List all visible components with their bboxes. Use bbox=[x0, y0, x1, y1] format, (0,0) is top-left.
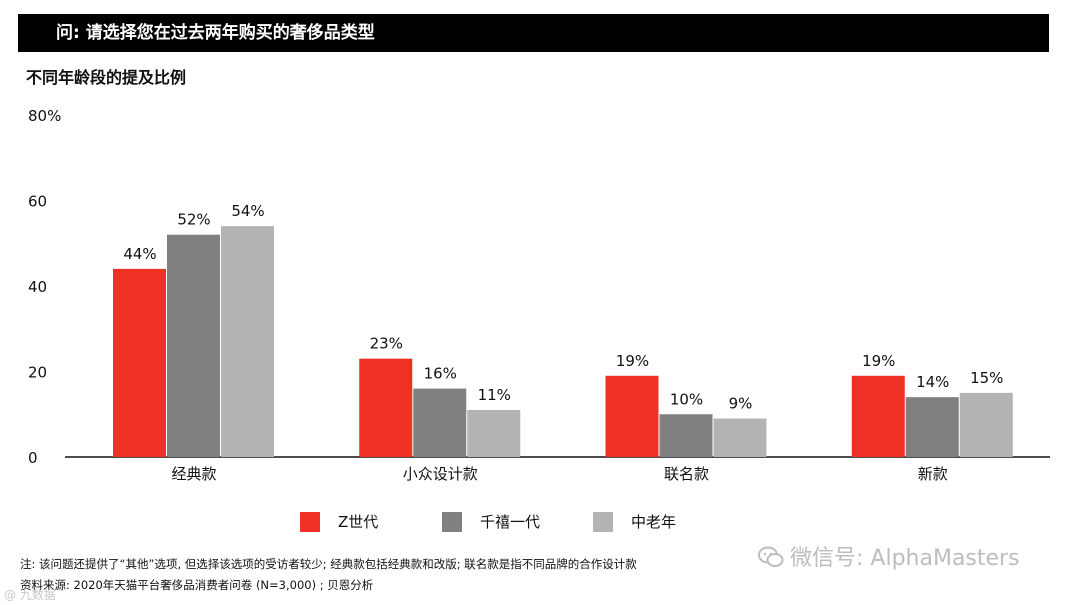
bar bbox=[905, 397, 959, 457]
category-label: 新款 bbox=[918, 465, 948, 483]
question-title: 问: 请选择您在过去两年购买的奢侈品类型 bbox=[56, 23, 375, 43]
legend-swatch bbox=[593, 512, 613, 532]
data-label: 9% bbox=[729, 395, 753, 413]
chart-subtitle: 不同年龄段的提及比例 bbox=[26, 68, 187, 87]
bar bbox=[413, 388, 467, 457]
y-tick-label: 20 bbox=[28, 364, 47, 382]
legend-swatch bbox=[300, 512, 320, 532]
data-label: 15% bbox=[970, 369, 1003, 387]
data-label: 54% bbox=[231, 202, 264, 220]
data-label: 19% bbox=[862, 352, 895, 370]
data-label: 44% bbox=[123, 245, 156, 263]
y-tick-label: 0 bbox=[28, 449, 38, 467]
wechat-icon bbox=[758, 546, 784, 567]
bar bbox=[659, 414, 713, 457]
y-tick-label: 60 bbox=[28, 193, 47, 211]
category-label: 经典款 bbox=[171, 465, 216, 483]
category-label: 联名款 bbox=[664, 465, 709, 483]
footnote-source: 资料来源: 2020年天猫平台奢侈品消费者问卷 (N=3,000) ; 贝恩分析 bbox=[20, 578, 374, 592]
y-tick-label: 80% bbox=[28, 107, 61, 125]
bar bbox=[113, 268, 166, 457]
watermark-text: 微信号: AlphaMasters bbox=[790, 546, 1020, 571]
bar bbox=[713, 418, 767, 457]
wechat-watermark: 微信号: AlphaMasters bbox=[758, 540, 1020, 572]
y-tick-label: 40 bbox=[28, 278, 47, 296]
legend-label: Z世代 bbox=[338, 513, 378, 531]
bar bbox=[851, 375, 905, 457]
bar bbox=[605, 375, 659, 457]
bar bbox=[221, 226, 274, 457]
data-label: 19% bbox=[616, 352, 649, 370]
bar bbox=[359, 358, 413, 457]
footnote-note: 注: 该问题还提供了“其他”选项, 但选择该选项的受访者较少; 经典款包括经典款… bbox=[20, 557, 637, 571]
category-label: 小众设计款 bbox=[403, 465, 478, 483]
bar bbox=[467, 409, 521, 457]
legend-swatch bbox=[442, 512, 462, 532]
data-label: 11% bbox=[478, 386, 511, 404]
data-label: 23% bbox=[370, 335, 403, 353]
data-label: 10% bbox=[670, 390, 703, 408]
corner-watermark: @ 九数据 bbox=[4, 588, 56, 602]
data-label: 16% bbox=[424, 365, 457, 383]
question-header: 问: 请选择您在过去两年购买的奢侈品类型 bbox=[18, 14, 1049, 52]
bar bbox=[167, 234, 220, 457]
bar bbox=[959, 392, 1013, 457]
data-label: 14% bbox=[916, 373, 949, 391]
data-label: 52% bbox=[177, 211, 210, 229]
legend-label: 中老年 bbox=[631, 513, 676, 531]
legend-label: 千禧一代 bbox=[480, 513, 540, 531]
